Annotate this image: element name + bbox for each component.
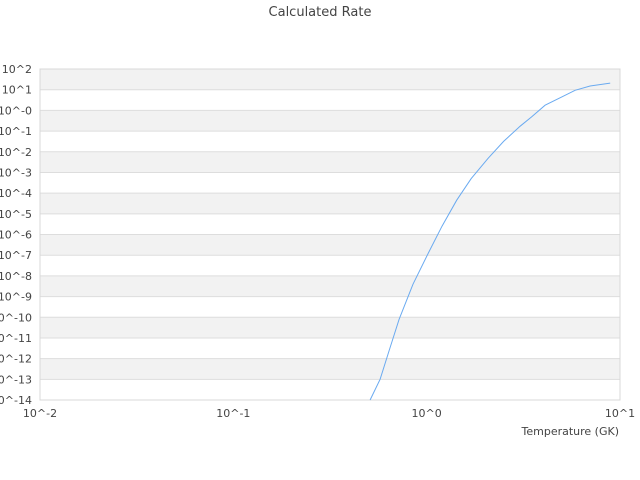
y-tick-label: 10^-3 <box>0 166 32 179</box>
x-tick-label: 10^-1 <box>216 407 250 420</box>
grid-band <box>40 317 620 338</box>
chart-title: Calculated Rate <box>269 5 372 20</box>
y-tick-label: 10^2 <box>2 63 32 76</box>
y-tick-label: 10^-12 <box>0 353 32 366</box>
grid-band <box>40 69 620 90</box>
y-tick-label: 10^-9 <box>0 291 32 304</box>
grid-band <box>40 131 620 152</box>
y-tick-label: 10^-1 <box>0 125 32 138</box>
grid-band <box>40 110 620 132</box>
y-tick-label: 10^-13 <box>0 373 32 386</box>
x-tick-label: 10^-2 <box>23 407 57 420</box>
y-tick-label: 10^-4 <box>0 187 32 200</box>
grid-band <box>40 379 620 400</box>
y-tick-label: 10^1 <box>2 84 32 97</box>
x-tick-label: 10^1 <box>605 407 635 420</box>
grid-band <box>40 213 620 235</box>
y-tick-label: 10^-5 <box>0 208 32 221</box>
y-tick-label: 10^-7 <box>0 249 32 262</box>
x-axis-label: Temperature (GK) <box>521 425 620 438</box>
y-tick-label: 10^-14 <box>0 394 32 407</box>
grid-band <box>40 337 620 359</box>
y-tick-label: 10^-10 <box>0 311 32 324</box>
x-tick-label: 10^0 <box>412 407 442 420</box>
grid-band <box>40 193 620 214</box>
grid-band <box>40 255 620 276</box>
grid-band <box>40 358 620 380</box>
plot-border <box>39 68 621 401</box>
grid-band <box>40 275 620 297</box>
rate-series-line <box>369 82 611 401</box>
y-tick-label: 10^-8 <box>0 270 32 283</box>
y-tick-label: 10^-6 <box>0 229 32 242</box>
grid-band <box>40 89 620 111</box>
y-tick-label: 10^-2 <box>0 146 32 159</box>
grid-band <box>40 234 620 256</box>
y-tick-label: 10^-0 <box>0 104 32 117</box>
grid-band <box>40 296 620 318</box>
grid-band <box>40 172 620 194</box>
grid-band <box>40 151 620 173</box>
y-tick-label: 10^-11 <box>0 332 32 345</box>
